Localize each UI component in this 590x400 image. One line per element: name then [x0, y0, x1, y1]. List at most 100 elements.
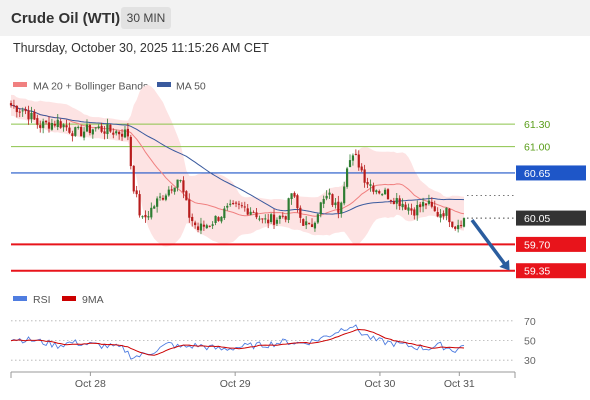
candle-body [293, 192, 296, 197]
candle-body [243, 206, 246, 208]
candle-body [129, 136, 132, 167]
rsi-ma-legend-label: 9MA [82, 294, 104, 306]
candle-body [47, 122, 51, 129]
candle-body [281, 215, 284, 217]
candle-body [62, 124, 65, 128]
instrument-title: Crude Oil (WTI) [11, 10, 121, 27]
candle-body [115, 131, 118, 134]
level-label-59.35: 59.35 [524, 266, 550, 278]
candle-body [223, 208, 226, 219]
time-axis: Oct 28 Oct 29 Oct 30 Oct 31 [10, 371, 516, 390]
candle-body [135, 190, 138, 195]
candle-body [433, 206, 436, 212]
candle-body [176, 179, 179, 188]
candle-body [59, 121, 62, 128]
candle-body [33, 111, 36, 120]
candle-body [153, 206, 156, 209]
candle-body [65, 125, 68, 128]
candle-body [357, 154, 360, 168]
candle-body [383, 189, 387, 195]
candle-body [68, 127, 71, 133]
rsi-legend-label: RSI [33, 294, 51, 306]
candle-body [42, 121, 45, 128]
level-badge-59.35 [516, 263, 586, 279]
time-tick-label: Oct 28 [75, 378, 106, 390]
candle-body [232, 203, 235, 205]
candle-body [302, 219, 305, 226]
candle-body [369, 184, 372, 186]
candle-body [53, 123, 56, 126]
candle-body [345, 168, 349, 187]
candle-body [185, 191, 188, 201]
rsi-ma-line [10, 328, 465, 356]
candle-body [214, 215, 217, 223]
candle-body [12, 105, 16, 107]
candle-body [252, 212, 255, 214]
candle-body [354, 153, 357, 155]
candle-body [147, 216, 150, 218]
candle-body [439, 214, 442, 218]
candle-body [419, 204, 422, 208]
candle-body [202, 224, 205, 227]
candle-body [366, 181, 369, 185]
candle-body [123, 129, 127, 138]
candle-body [196, 226, 200, 230]
candle-body [331, 194, 334, 206]
candle-body [27, 110, 30, 120]
candle-body [319, 202, 322, 215]
ma20-legend-swatch [13, 82, 27, 87]
candle-body [457, 225, 460, 230]
candle-body [161, 197, 165, 200]
candle-body [80, 126, 83, 137]
candle-body [378, 191, 381, 194]
candle-body [451, 221, 454, 228]
level-badge-59.70 [516, 236, 586, 252]
candle-body [94, 127, 97, 129]
timeframe-badge[interactable]: 30 MIN [121, 7, 171, 29]
candle-body [360, 166, 363, 171]
candle-body [416, 204, 419, 216]
candle-body [310, 224, 314, 228]
last-price-label: 60.05 [524, 213, 550, 225]
candle-body [182, 180, 185, 193]
chart-datetime: Thursday, October 30, 2025 11:15:26 AM C… [13, 41, 269, 55]
candle-body [144, 214, 147, 218]
candle-body [421, 202, 425, 207]
time-tick-label: Oct 31 [444, 378, 475, 390]
candle-body [459, 225, 463, 227]
candle-body [337, 201, 340, 213]
candle-body [448, 208, 451, 223]
last-price-badge [516, 210, 586, 226]
candle-body [100, 125, 103, 132]
candle-body [389, 200, 393, 202]
time-tick-label: Oct 30 [364, 378, 395, 390]
candle-body [188, 199, 191, 218]
candle-body [348, 160, 352, 168]
rsi-line [10, 324, 465, 360]
candle-body [85, 124, 89, 132]
candle-body [118, 131, 121, 135]
level-label-61.30: 61.30 [524, 119, 550, 131]
rsi-plot: 70 50 30 [10, 316, 536, 367]
candle-body [404, 204, 407, 210]
candle-body [454, 226, 457, 229]
time-tick-label: Oct 29 [220, 378, 251, 390]
candle-body [217, 217, 220, 221]
candle-body [410, 208, 413, 211]
candle-body [381, 194, 384, 196]
bollinger-band [11, 84, 464, 247]
candle-body [363, 169, 366, 183]
candle-body [287, 198, 290, 220]
forecast-arrow-shaft [470, 219, 508, 267]
candle-body [261, 218, 264, 220]
candle-body [272, 214, 276, 225]
candle-body [322, 198, 325, 204]
candle-body [275, 219, 279, 224]
candle-body [372, 185, 375, 192]
candle-body [191, 216, 194, 222]
candle-body [194, 222, 197, 226]
candle-body [395, 198, 398, 204]
ma50-line [10, 104, 465, 215]
candle-body [299, 207, 302, 218]
